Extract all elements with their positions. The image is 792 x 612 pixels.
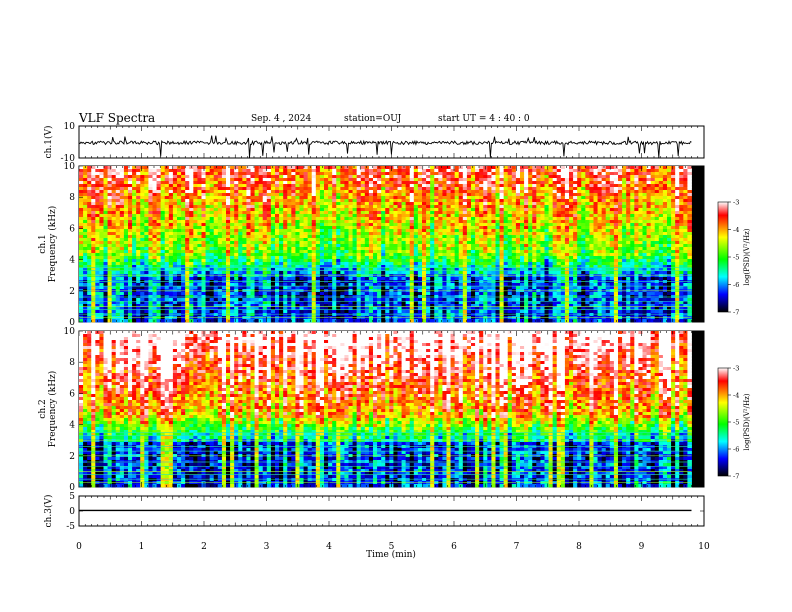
ytick-label-2-0: 0 bbox=[69, 483, 75, 493]
xtick-label-3: 3 bbox=[264, 542, 270, 552]
xtick-label-7: 7 bbox=[514, 542, 520, 552]
colorbar-tick-1-2: -5 bbox=[733, 254, 739, 262]
xtick-label-9: 9 bbox=[639, 542, 645, 552]
ylabel-ch2-channel: ch.2 bbox=[38, 399, 48, 418]
ytick-label-3-2: -5 bbox=[66, 522, 75, 532]
colorbar-ch2-label: log(PSD)(V²/Hz) bbox=[743, 393, 751, 450]
colorbar-ch1 bbox=[717, 201, 729, 313]
ytick-label-2-4: 8 bbox=[69, 358, 75, 368]
colorbar-tick-2-1: -4 bbox=[733, 392, 739, 400]
xtick-label-6: 6 bbox=[451, 542, 457, 552]
xtick-label-5: 5 bbox=[389, 542, 395, 552]
station-label: station=OUJ bbox=[344, 114, 402, 124]
ytick-label-1-5: 10 bbox=[64, 162, 76, 172]
colorbar-tick-1-0: -3 bbox=[733, 199, 739, 207]
xtick-label-0: 0 bbox=[76, 542, 82, 552]
ytick-label-3-1: 0 bbox=[69, 507, 75, 517]
spectrogram-ch1-image bbox=[79, 166, 692, 323]
colorbar-ticks: -3 -4 -5 -6 -7 -3 -4 -5 -6 -7 bbox=[728, 199, 739, 481]
ylabel-ch1-channel: ch.1 bbox=[38, 234, 48, 253]
xtick-label-4: 4 bbox=[326, 542, 332, 552]
colorbar-tick-2-2: -5 bbox=[733, 419, 739, 427]
date-label: Sep. 4 , 2024 bbox=[251, 114, 312, 124]
ytick-label-2-1: 2 bbox=[69, 452, 75, 462]
ytick-label-2-3: 6 bbox=[69, 389, 75, 399]
colorbar-ch1-label: log(PSD)(V²/Hz) bbox=[743, 228, 751, 285]
xtick-label-1: 1 bbox=[139, 542, 145, 552]
xtick-label-10: 10 bbox=[698, 542, 710, 552]
colorbar-tick-2-3: -6 bbox=[733, 446, 739, 454]
ytick-label-1-0: 0 bbox=[69, 318, 75, 328]
colorbar-tick-1-4: -7 bbox=[733, 309, 739, 317]
spectrogram-ch2-image bbox=[79, 331, 692, 488]
ylabel-ch1-frequency: Frequency (kHz) bbox=[47, 206, 58, 283]
colorbar-ch2 bbox=[717, 367, 729, 477]
ytick-label-0-0: 10 bbox=[64, 122, 76, 132]
ylabel-ch1-wave: ch.1(V) bbox=[43, 126, 54, 159]
xaxis-label: Time (min) bbox=[366, 549, 416, 560]
ytick-label-1-4: 8 bbox=[69, 193, 75, 203]
ytick-label-1-2: 4 bbox=[69, 256, 75, 266]
colorbar-tick-2-0: -3 bbox=[733, 365, 739, 373]
colorbar-tick-1-3: -6 bbox=[733, 281, 739, 289]
ytick-label-0-1: -10 bbox=[61, 154, 76, 164]
ytick-label-2-5: 10 bbox=[64, 327, 76, 337]
ytick-label-2-2: 4 bbox=[69, 421, 75, 431]
ytick-label-3-0: 5 bbox=[69, 492, 75, 502]
xtick-label-8: 8 bbox=[576, 542, 582, 552]
ylabel-ch3-wave: ch.3(V) bbox=[43, 495, 54, 528]
ylabel-ch2-frequency: Frequency (kHz) bbox=[47, 371, 58, 448]
colorbar-tick-1-1: -4 bbox=[733, 226, 739, 234]
start-time-label: start UT = 4 : 40 : 0 bbox=[438, 114, 530, 124]
chart-title: VLF Spectra bbox=[79, 111, 156, 125]
waveform-ch1-trace bbox=[78, 135, 692, 158]
ytick-label-1-3: 6 bbox=[69, 224, 75, 234]
ytick-label-1-1: 2 bbox=[69, 287, 75, 297]
xtick-label-2: 2 bbox=[201, 542, 207, 552]
colorbar-tick-2-4: -7 bbox=[733, 473, 739, 481]
